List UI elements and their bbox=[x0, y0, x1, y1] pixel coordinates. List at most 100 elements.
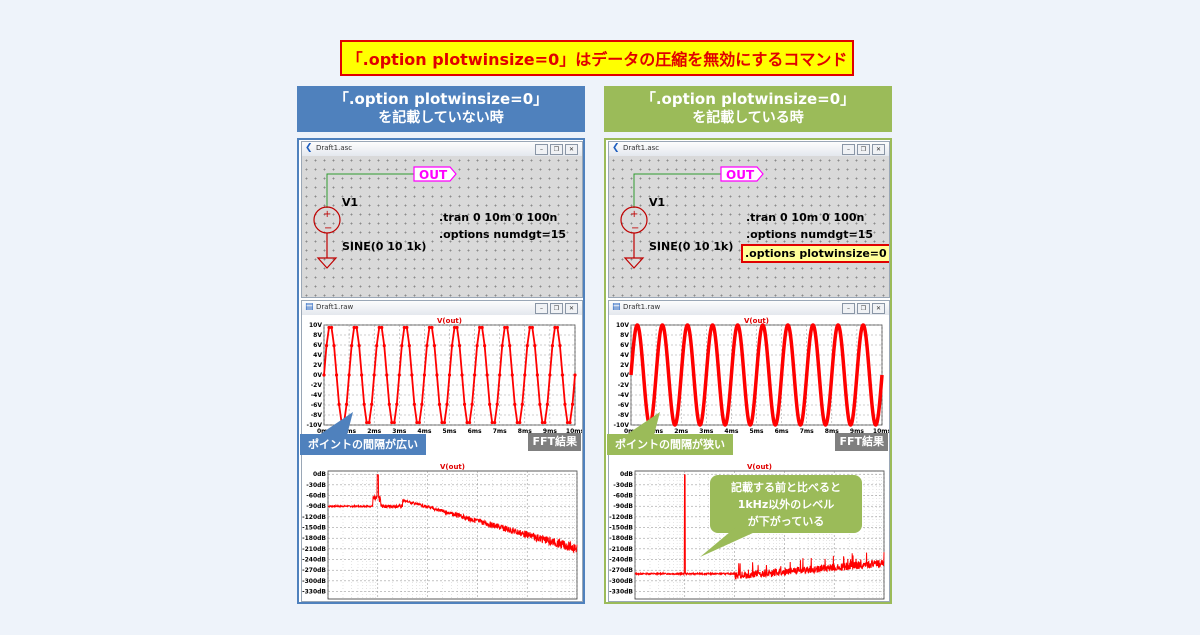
waveform-data-point bbox=[515, 420, 519, 425]
waveform-data-point bbox=[525, 344, 529, 348]
fft-y-tick: -240dB bbox=[609, 557, 633, 564]
waveform-data-point bbox=[410, 373, 414, 377]
page-title: 「.option plotwinsize=0」はデータの圧縮を無効にするコマンド bbox=[340, 40, 854, 76]
fft-y-tick: -270dB bbox=[302, 567, 326, 574]
plot-area[interactable]: V(out)0ms1ms2ms3ms4ms5ms6ms7ms8ms9ms10ms… bbox=[609, 315, 896, 609]
panel-without-option: 「.option plotwinsize=0」 を記載していない時 ❮ Draf… bbox=[297, 86, 589, 609]
close-button[interactable]: ✕ bbox=[872, 144, 885, 155]
fft-y-tick: -210dB bbox=[609, 546, 633, 553]
waveform-x-tick: 6ms bbox=[468, 428, 482, 435]
svg-text:−: − bbox=[631, 223, 639, 234]
minimize-button[interactable]: – bbox=[842, 303, 855, 314]
waveform-data-point bbox=[528, 325, 532, 330]
waveform-x-tick: 1ms bbox=[649, 428, 663, 435]
schematic-canvas[interactable]: + − OUT V1 SINE(0 10 1k) .tran 0 10m 0 1… bbox=[302, 156, 582, 297]
waveform-x-tick: 5ms bbox=[750, 428, 764, 435]
waveform-data-point bbox=[570, 402, 575, 406]
restore-button[interactable]: ❐ bbox=[857, 303, 870, 314]
waveform-data-point bbox=[405, 325, 409, 330]
fft-trace-label: V(out) bbox=[747, 463, 772, 471]
fft-y-tick: -30dB bbox=[613, 482, 633, 489]
waveform-data-point bbox=[473, 373, 477, 377]
waveform-data-point bbox=[533, 344, 537, 348]
svg-text:+: + bbox=[323, 209, 331, 220]
window-title: Draft1.raw bbox=[316, 303, 354, 311]
minimize-button[interactable]: – bbox=[535, 303, 548, 314]
waveform-data-point bbox=[505, 325, 509, 330]
waveform-data-point bbox=[462, 402, 467, 406]
waveform-data-point bbox=[390, 420, 394, 425]
waveform-data-point bbox=[337, 402, 341, 406]
callout-pointer bbox=[626, 412, 660, 435]
plot-svg: V(out)0ms1ms2ms3ms4ms5ms6ms7ms8ms9ms10ms… bbox=[302, 317, 589, 609]
waveform-data-point bbox=[510, 373, 514, 377]
waveform-data-point bbox=[334, 373, 339, 377]
waveform-x-tick: 2ms bbox=[674, 428, 688, 435]
waveform-data-point bbox=[470, 402, 474, 406]
waveform-data-point bbox=[498, 373, 502, 377]
waveform-window: ▤ Draft1.raw – ❐ ✕ V(out) 0ms 1ms 2ms 3ms 4ms 5m… bbox=[608, 300, 896, 609]
waveform-data-point bbox=[415, 420, 419, 425]
title-bar: ❮ Draft1.asc – ❐ ✕ bbox=[609, 142, 889, 157]
plot-area[interactable]: V(out)0ms1ms2ms3ms4ms5ms6ms7ms8ms9ms10ms… bbox=[302, 315, 589, 609]
waveform-data-point bbox=[475, 344, 479, 348]
waveform-y-tick: 0V bbox=[313, 372, 322, 379]
waveform-trace-label: V(out) bbox=[437, 317, 462, 325]
waveform-data-point bbox=[493, 420, 497, 425]
waveform-x-tick: 4ms bbox=[724, 428, 738, 435]
minimize-button[interactable]: – bbox=[842, 144, 855, 155]
waveform-window: ▤ Draft1.raw – ❐ ✕ V(out) 0ms 1ms 2ms 3ms 4ms 5m… bbox=[301, 300, 589, 609]
waveform-y-tick: -4V bbox=[618, 392, 630, 399]
restore-button[interactable]: ❐ bbox=[550, 303, 563, 314]
restore-button[interactable]: ❐ bbox=[550, 144, 563, 155]
waveform-data-point bbox=[558, 344, 562, 348]
net-label-out: OUT bbox=[726, 168, 755, 182]
tran-directive: .tran 0 10m 0 100n bbox=[439, 211, 558, 224]
waveform-data-point bbox=[540, 420, 544, 425]
ltspice-icon: ❮ bbox=[305, 143, 313, 153]
waveform-data-point bbox=[402, 325, 406, 330]
waveform-data-point bbox=[457, 344, 462, 348]
waveform-data-point bbox=[530, 325, 534, 330]
fft-y-tick: -300dB bbox=[609, 578, 633, 585]
waveform-data-point bbox=[435, 373, 439, 377]
waveform-x-tick: 6ms bbox=[775, 428, 789, 435]
waveform-data-point bbox=[523, 373, 527, 377]
source-name: V1 bbox=[649, 196, 666, 209]
schematic-canvas[interactable]: + − OUT V1 SINE(0 10 1k) .tran 0 10m 0 1… bbox=[609, 156, 889, 297]
fft-y-tick: 0dB bbox=[313, 471, 326, 478]
close-button[interactable]: ✕ bbox=[565, 303, 578, 314]
waveform-data-point bbox=[427, 325, 432, 330]
waveform-x-tick: 10ms bbox=[566, 428, 582, 435]
waveform-data-point bbox=[357, 344, 361, 348]
waveform-data-point bbox=[329, 325, 334, 330]
close-button[interactable]: ✕ bbox=[872, 303, 885, 314]
waveform-data-point bbox=[455, 325, 459, 330]
waveform-data-point bbox=[465, 420, 469, 425]
close-button[interactable]: ✕ bbox=[565, 144, 578, 155]
fft-y-tick: -90dB bbox=[306, 503, 326, 510]
fft-y-tick: -300dB bbox=[302, 578, 326, 585]
waveform-data-point bbox=[553, 325, 557, 330]
waveform-data-point bbox=[367, 420, 371, 425]
source-value: SINE(0 10 1k) bbox=[649, 240, 734, 253]
title-bar: ▤ Draft1.raw – ❐ ✕ bbox=[609, 301, 889, 316]
waveform-y-tick: 2V bbox=[620, 362, 629, 369]
restore-button[interactable]: ❐ bbox=[857, 144, 870, 155]
minimize-button[interactable]: – bbox=[535, 144, 548, 155]
waveform-data-point bbox=[460, 373, 464, 377]
panel-header-line2: を記載している時 bbox=[692, 110, 804, 126]
waveform-x-tick: 7ms bbox=[800, 428, 814, 435]
waveform-data-point bbox=[437, 402, 442, 406]
waveform-trace-label: V(out) bbox=[744, 317, 769, 325]
net-label-out: OUT bbox=[419, 168, 448, 182]
fft-y-tick: -120dB bbox=[302, 514, 326, 521]
window-title: Draft1.raw bbox=[623, 303, 661, 311]
waveform-y-tick: 10V bbox=[616, 322, 629, 329]
waveform-x-tick: 4ms bbox=[417, 428, 431, 435]
waveform-data-point bbox=[407, 344, 411, 348]
waveform-data-point bbox=[372, 373, 376, 377]
waveform-data-point bbox=[452, 325, 457, 330]
waveform-data-point bbox=[555, 325, 560, 330]
numdgt-directive: .options numdgt=15 bbox=[746, 228, 874, 241]
